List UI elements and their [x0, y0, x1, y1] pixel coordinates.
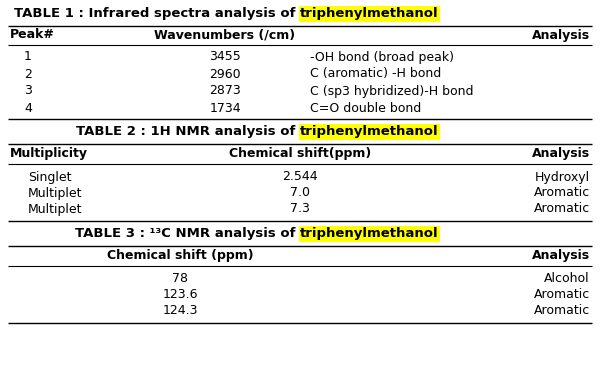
Text: 78: 78: [172, 273, 188, 285]
Text: -OH bond (broad peak): -OH bond (broad peak): [310, 50, 454, 64]
Text: Wavenumbers (/cm): Wavenumbers (/cm): [154, 28, 296, 41]
Text: 1734: 1734: [209, 101, 241, 115]
Text: 3455: 3455: [209, 50, 241, 64]
Text: TABLE 1 : Infrared spectra analysis of: TABLE 1 : Infrared spectra analysis of: [14, 7, 300, 21]
Text: Aromatic: Aromatic: [534, 202, 590, 216]
Text: 7.0: 7.0: [290, 186, 310, 200]
Text: Aromatic: Aromatic: [534, 305, 590, 317]
Text: 4: 4: [24, 101, 32, 115]
Text: Multiplicity: Multiplicity: [10, 147, 88, 161]
Text: 2960: 2960: [209, 67, 241, 80]
Text: TABLE 2 : 1H NMR analysis of: TABLE 2 : 1H NMR analysis of: [76, 126, 300, 138]
Text: C (aromatic) -H bond: C (aromatic) -H bond: [310, 67, 441, 80]
Text: C=O double bond: C=O double bond: [310, 101, 421, 115]
Text: triphenylmethanol: triphenylmethanol: [300, 7, 439, 21]
Text: TABLE 3 : ¹³C NMR analysis of: TABLE 3 : ¹³C NMR analysis of: [75, 227, 300, 241]
Text: C (sp3 hybridized)-H bond: C (sp3 hybridized)-H bond: [310, 85, 473, 98]
Text: Singlet: Singlet: [28, 170, 71, 184]
Text: Analysis: Analysis: [532, 28, 590, 41]
Text: 2.544: 2.544: [282, 170, 318, 184]
Text: Analysis: Analysis: [532, 147, 590, 161]
Text: 3: 3: [24, 85, 32, 98]
Text: Analysis: Analysis: [532, 250, 590, 262]
Text: Peak#: Peak#: [10, 28, 55, 41]
Text: 2873: 2873: [209, 85, 241, 98]
Text: Chemical shift (ppm): Chemical shift (ppm): [107, 250, 253, 262]
Text: Hydroxyl: Hydroxyl: [535, 170, 590, 184]
Text: Alcohol: Alcohol: [544, 273, 590, 285]
Text: 124.3: 124.3: [162, 305, 198, 317]
Text: Chemical shift(ppm): Chemical shift(ppm): [229, 147, 371, 161]
Text: 1: 1: [24, 50, 32, 64]
Text: Multiplet: Multiplet: [28, 202, 83, 216]
Text: 7.3: 7.3: [290, 202, 310, 216]
Text: Multiplet: Multiplet: [28, 186, 83, 200]
Text: 123.6: 123.6: [162, 289, 198, 301]
Text: 2: 2: [24, 67, 32, 80]
Text: triphenylmethanol: triphenylmethanol: [300, 227, 439, 241]
Text: Aromatic: Aromatic: [534, 289, 590, 301]
Text: triphenylmethanol: triphenylmethanol: [300, 126, 439, 138]
Text: Aromatic: Aromatic: [534, 186, 590, 200]
